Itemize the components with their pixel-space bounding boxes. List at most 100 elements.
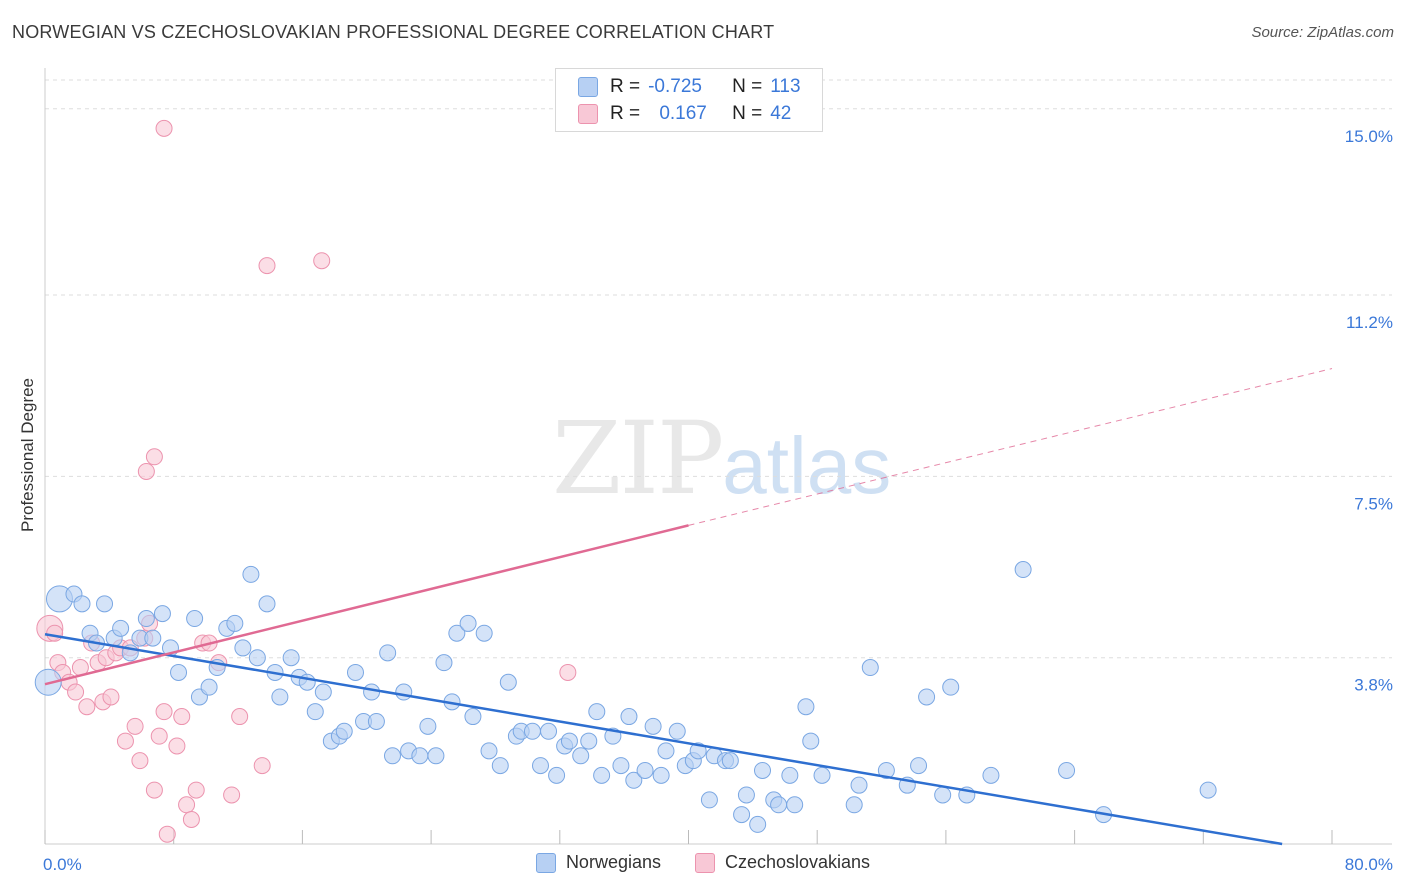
legend-n-value: 42 xyxy=(770,103,792,124)
norwegian-point xyxy=(934,786,952,804)
czechoslovakian-point xyxy=(137,462,155,480)
norwegian-point xyxy=(499,673,517,691)
legend-label-czechoslovakians: Czechoslovakians xyxy=(724,852,871,872)
czechoslovakian-point xyxy=(145,448,163,466)
y-tick-label: 15.0% xyxy=(1345,127,1393,146)
norwegian-point xyxy=(96,595,114,613)
norwegian-point xyxy=(877,761,895,779)
czechoslovakian-point xyxy=(46,624,64,642)
czechoslovakian-point xyxy=(155,703,173,721)
legend-r-value: -0.725 xyxy=(648,76,702,97)
norwegian-point xyxy=(367,712,385,730)
norwegian-point xyxy=(523,722,541,740)
norwegian-point xyxy=(411,747,429,765)
czechoslovakian-point xyxy=(67,683,85,701)
czechoslovakian-point xyxy=(150,727,168,745)
norwegian-point xyxy=(531,757,549,775)
legend-item-czechoslovakians[interactable]: Czechoslovakians xyxy=(694,852,871,873)
norwegian-point xyxy=(258,595,276,613)
norwegian-point xyxy=(200,678,218,696)
czechoslovakians-trendline-extension xyxy=(688,368,1333,526)
norwegian-point xyxy=(942,678,960,696)
norwegian-point xyxy=(850,776,868,794)
norwegian-point xyxy=(314,683,332,701)
czechoslovakians-trendline xyxy=(44,524,689,686)
norwegian-point xyxy=(335,722,353,740)
norwegian-point xyxy=(242,565,260,583)
norwegian-point xyxy=(186,610,204,628)
norwegian-point xyxy=(427,747,445,765)
chart-title: NORWEGIAN VS CZECHOSLOVAKIAN PROFESSIONA… xyxy=(12,22,775,42)
czechoslovakian-point xyxy=(126,717,144,735)
norwegian-point xyxy=(248,649,266,667)
norwegians-trendline xyxy=(44,632,1283,846)
czechoslovakian-point xyxy=(102,688,120,706)
norwegian-point xyxy=(271,688,289,706)
x-tick-label: 80.0% xyxy=(1345,855,1393,874)
czechoslovakian-point xyxy=(223,786,241,804)
legend-item-norwegians[interactable]: Norwegians xyxy=(535,852,661,873)
norwegian-point xyxy=(153,605,171,623)
norwegian-point xyxy=(464,708,482,726)
legend-row-czechoslovakians: R = 0.167 N = 42 xyxy=(578,102,791,126)
norwegian-point xyxy=(588,703,606,721)
legend-r-label: R = xyxy=(610,76,641,97)
y-tick-label: 7.5% xyxy=(1354,494,1393,513)
norwegian-point xyxy=(435,654,453,672)
norwegian-point xyxy=(593,766,611,784)
watermark: ZIPatlas xyxy=(552,400,891,517)
tick-labels: 3.8% 7.5% 11.2% 15.0% 0.0% 80.0% xyxy=(43,127,1393,874)
norwegian-point xyxy=(781,766,799,784)
norwegian-point xyxy=(636,761,654,779)
norwegian-point xyxy=(770,796,788,814)
norwegian-point xyxy=(625,771,643,789)
series-legend: Norwegians Czechoslovakians xyxy=(0,852,1406,873)
legend-row-norwegians: R = -0.725 N = 113 xyxy=(578,75,801,99)
trend-layer xyxy=(44,368,1333,846)
norwegian-point xyxy=(918,688,936,706)
norwegian-point xyxy=(560,732,578,750)
norwegian-point xyxy=(170,663,188,681)
czechoslovakian-point xyxy=(313,252,331,270)
norwegian-point xyxy=(802,732,820,750)
czechoslovakian-point xyxy=(178,796,196,814)
x-tick-label: 0.0% xyxy=(43,855,82,874)
czechoslovakian-point xyxy=(187,781,205,799)
czechoslovakian-point xyxy=(131,752,149,770)
norwegian-point xyxy=(982,766,1000,784)
correlation-legend: R = -0.725 N = 113 R = 0.167 N = 42 xyxy=(555,68,823,132)
norwegian-point xyxy=(383,747,401,765)
norwegian-point xyxy=(112,619,130,637)
legend-swatch-blue xyxy=(578,77,598,97)
czechoslovakian-point xyxy=(145,781,163,799)
norwegian-point xyxy=(612,757,630,775)
legend-n-label: N = xyxy=(732,103,763,124)
norwegian-point xyxy=(306,703,324,721)
norwegian-point xyxy=(749,815,767,833)
norwegian-point xyxy=(395,683,413,701)
norwegian-point xyxy=(797,698,815,716)
norwegian-point xyxy=(1058,761,1076,779)
axis-layer xyxy=(44,68,1392,845)
legend-label-norwegians: Norwegians xyxy=(565,852,661,872)
norwegian-point xyxy=(721,752,739,770)
norwegian-point xyxy=(813,766,831,784)
legend-n-label: N = xyxy=(732,76,763,97)
norwegian-point xyxy=(448,624,466,642)
legend-r-value: 0.167 xyxy=(659,103,707,124)
norwegian-point xyxy=(644,717,662,735)
watermark-atlas: atlas xyxy=(722,421,892,510)
norwegian-point xyxy=(480,742,498,760)
norwegian-point xyxy=(346,663,364,681)
czechoslovakian-point xyxy=(155,119,173,137)
norwegian-point xyxy=(845,796,863,814)
norwegian-point xyxy=(657,742,675,760)
legend-n-value: 113 xyxy=(770,76,801,97)
norwegian-point xyxy=(540,722,558,740)
czechoslovakians-points xyxy=(36,119,577,843)
legend-r-label: R = xyxy=(610,103,641,124)
norwegian-point xyxy=(754,761,772,779)
legend-swatch-blue xyxy=(535,852,556,873)
norwegian-point xyxy=(234,639,252,657)
